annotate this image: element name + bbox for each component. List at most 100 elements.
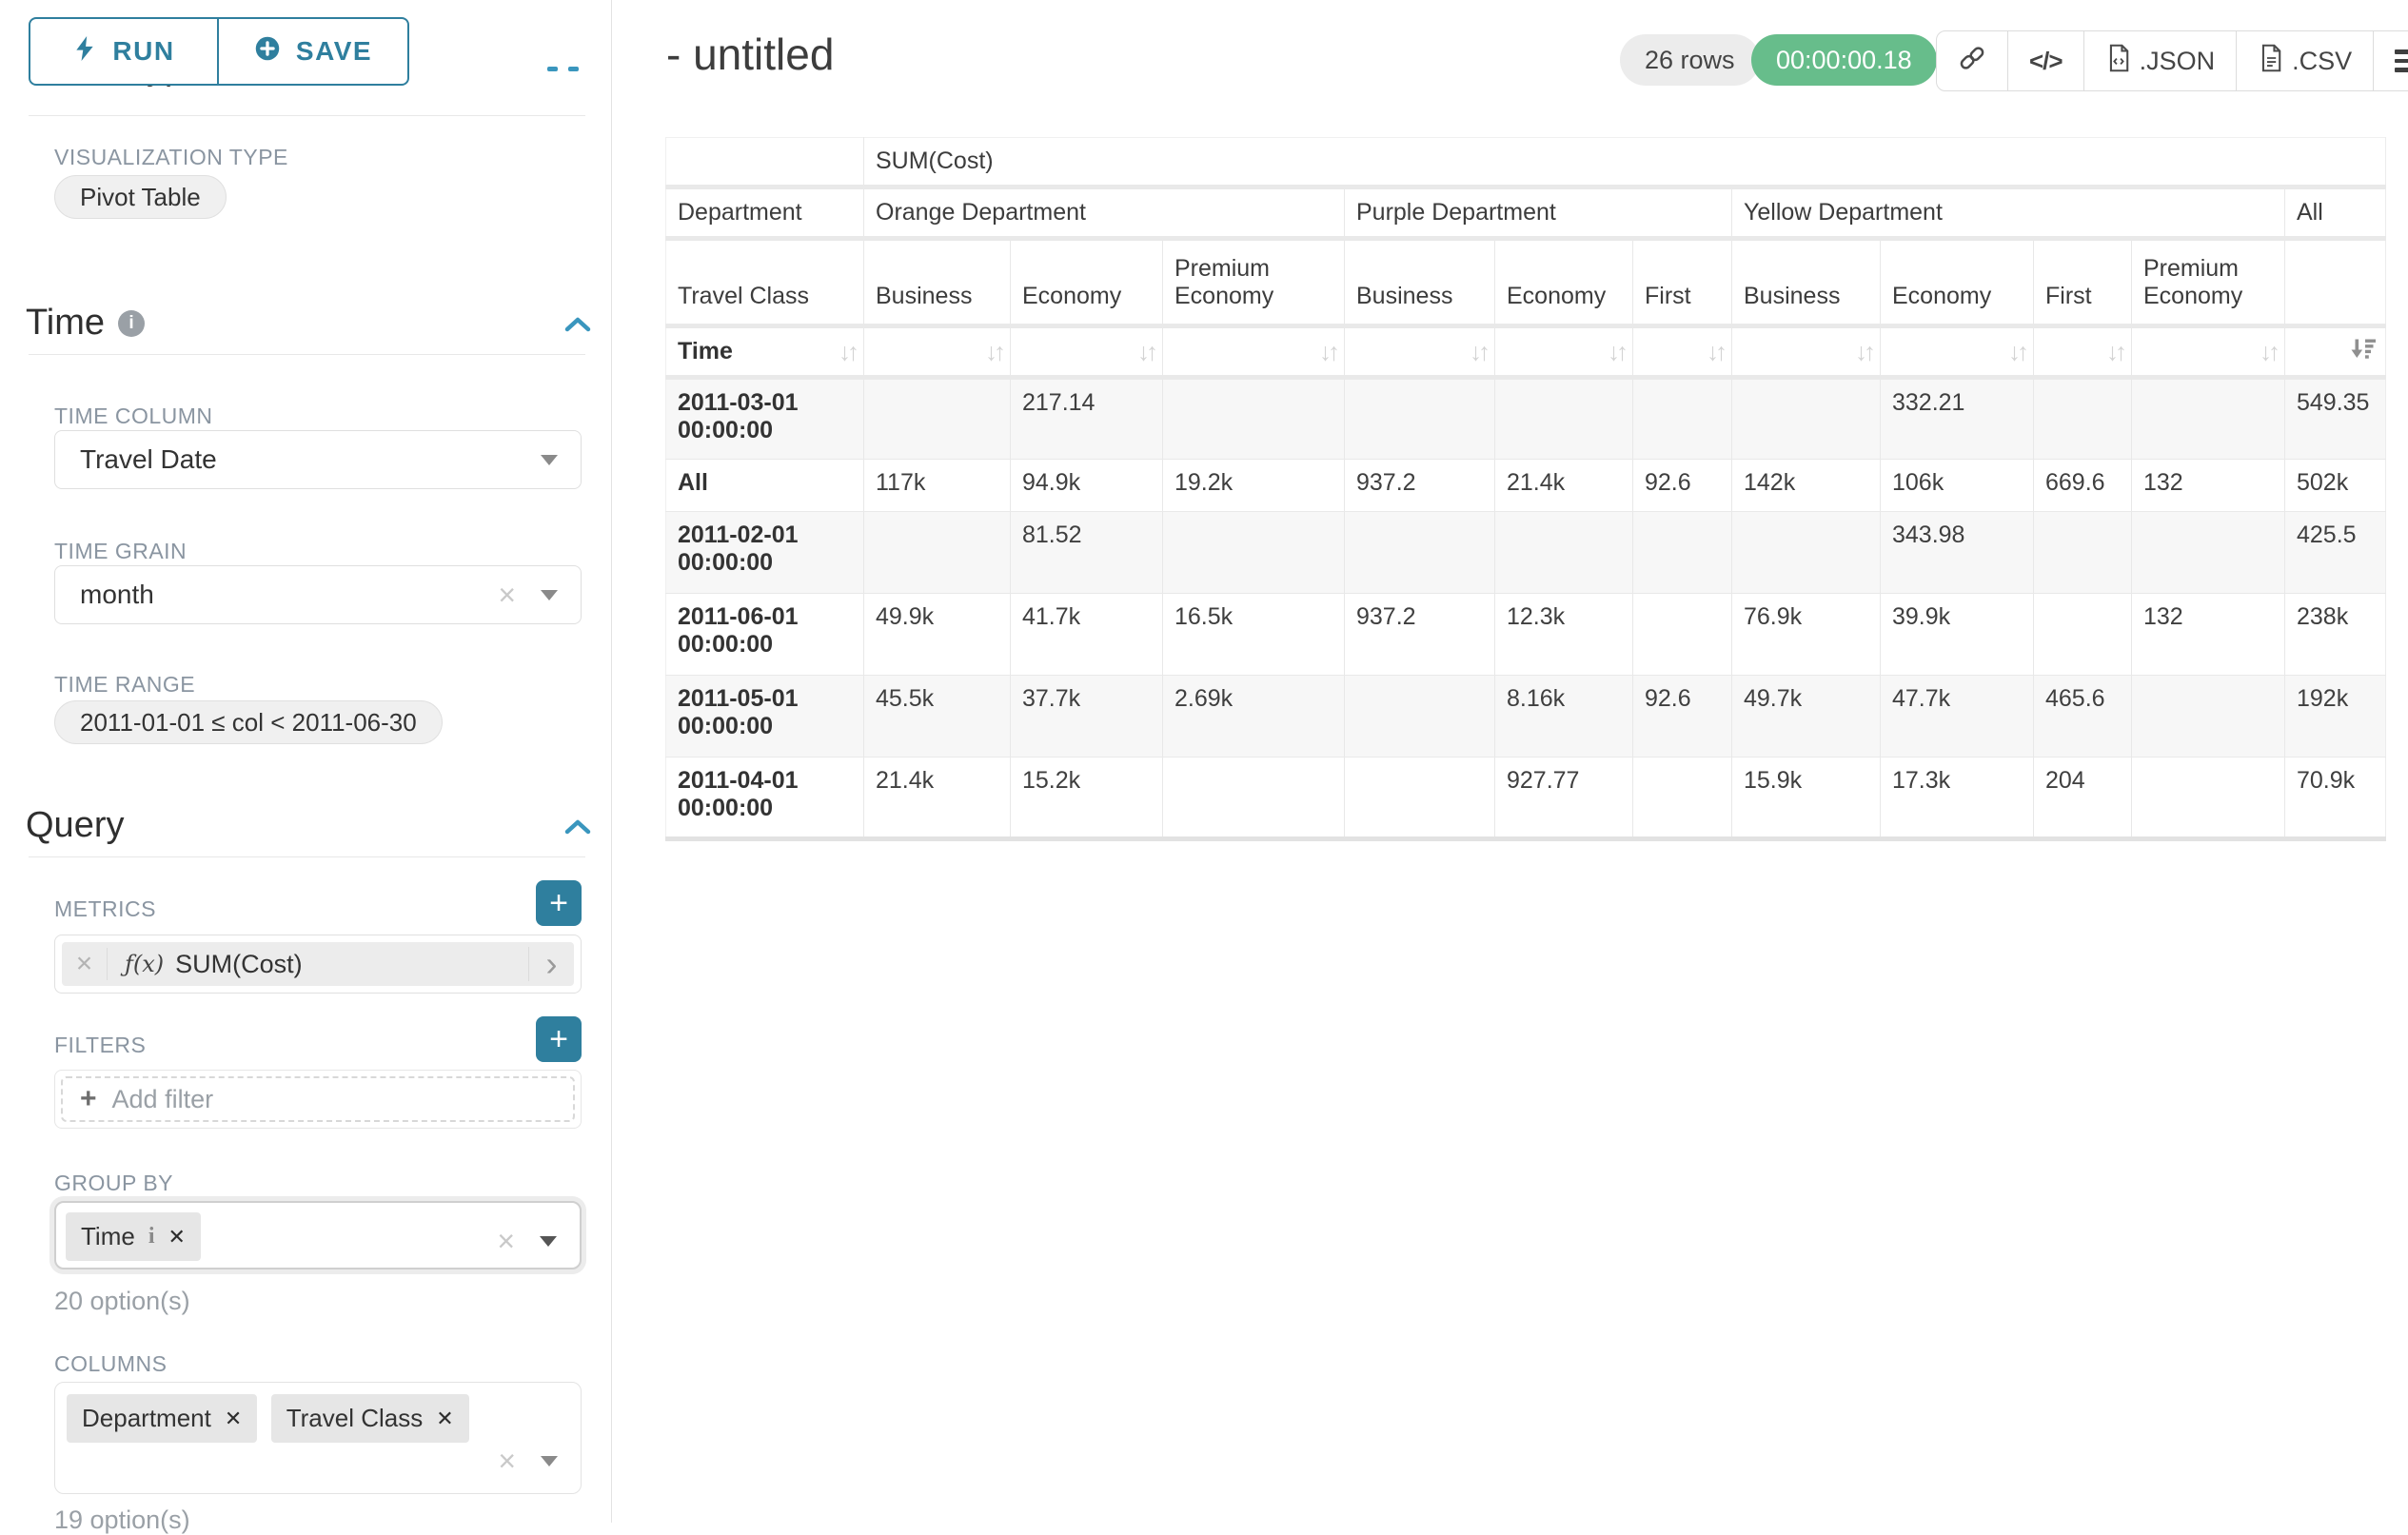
sort-icon[interactable]: ↓↑ xyxy=(2260,337,2277,366)
pivot-cell: 16.5k xyxy=(1163,594,1345,676)
caret-down-icon[interactable] xyxy=(541,1456,558,1466)
save-button[interactable]: SAVE xyxy=(217,17,409,86)
time-section-title: Time xyxy=(26,303,105,344)
control-panel: Chart Type RUN SAVE VISUALIZATION TYPE P… xyxy=(0,0,612,1523)
row-count-badge: 26 rows xyxy=(1620,34,1760,86)
sort-desc-icon[interactable] xyxy=(2349,336,2378,367)
clear-icon[interactable]: × xyxy=(498,1446,516,1476)
pivot-cell: 927.77 xyxy=(1495,758,1633,839)
table-row: 2011-04-01 00:00:00 21.4k 15.2k 927.77 1… xyxy=(666,758,2386,839)
sort-icon[interactable]: ↓↑ xyxy=(2106,337,2123,366)
pivot-cell: 132 xyxy=(2132,594,2285,676)
remove-tag-icon[interactable]: ✕ xyxy=(225,1407,242,1431)
remove-metric-icon[interactable]: × xyxy=(62,948,108,980)
time-column-label: TIME COLUMN xyxy=(54,403,213,429)
sort-header-all-active[interactable] xyxy=(2285,326,2386,378)
sort-icon[interactable]: ↓↑ xyxy=(1470,337,1487,366)
sort-header[interactable]: ↓↑ xyxy=(864,326,1011,378)
share-link-button[interactable] xyxy=(1937,31,2008,90)
clipped-icon xyxy=(547,67,558,71)
department-header-row: Department Orange Department Purple Depa… xyxy=(666,187,2386,239)
pivot-cell xyxy=(2132,512,2285,594)
add-metric-button[interactable]: + xyxy=(536,880,582,926)
pivot-cell xyxy=(1633,594,1732,676)
export-json-button[interactable]: .JSON xyxy=(2084,31,2238,90)
collapse-chevron-icon[interactable] xyxy=(563,818,592,840)
time-column-select[interactable]: Travel Date xyxy=(54,430,582,489)
groupby-label: GROUP BY xyxy=(54,1171,173,1196)
table-row: 2011-05-01 00:00:00 45.5k 37.7k 2.69k 8.… xyxy=(666,676,2386,758)
columns-tag-travel-class[interactable]: Travel Class ✕ xyxy=(271,1394,469,1443)
add-filter-plus-button[interactable]: + xyxy=(536,1016,582,1062)
sort-header[interactable]: ↓↑ xyxy=(1732,326,1881,378)
table-row: 2011-02-01 00:00:00 81.52 343.98 425.5 xyxy=(666,512,2386,594)
sort-icon[interactable]: ↓↑ xyxy=(1707,337,1724,366)
viz-type-pill[interactable]: Pivot Table xyxy=(54,175,227,219)
pivot-cell: 21.4k xyxy=(1495,460,1633,512)
time-grain-select[interactable]: month × xyxy=(54,565,582,624)
add-filter-button[interactable]: + Add filter xyxy=(61,1076,575,1122)
time-range-pill[interactable]: 2011-01-01 ≤ col < 2011-06-30 xyxy=(54,700,443,744)
pivot-cell: 192k xyxy=(2285,676,2386,758)
export-csv-button[interactable]: .CSV xyxy=(2237,31,2374,90)
remove-tag-icon[interactable]: ✕ xyxy=(436,1407,453,1431)
bolt-icon xyxy=(72,34,97,69)
pivot-cell: 41.7k xyxy=(1011,594,1163,676)
caret-down-icon[interactable] xyxy=(541,590,558,600)
pivot-cell xyxy=(1163,758,1345,839)
sort-icon[interactable]: ↓↑ xyxy=(1319,337,1336,366)
time-section-header[interactable]: Time i xyxy=(26,303,145,344)
query-section-header[interactable]: Query xyxy=(26,805,124,846)
export-csv-label: .CSV xyxy=(2292,47,2352,76)
pivot-cell: 238k xyxy=(2285,594,2386,676)
sort-icon[interactable]: ↓↑ xyxy=(1855,337,1872,366)
pivot-cell: 39.9k xyxy=(1881,594,2034,676)
pivot-cell: 47.7k xyxy=(1881,676,2034,758)
csv-file-icon xyxy=(2258,44,2284,79)
pivot-cell: 502k xyxy=(2285,460,2386,512)
columns-select[interactable]: Department ✕ Travel Class ✕ × xyxy=(54,1382,582,1494)
time-range-label: TIME RANGE xyxy=(54,672,195,698)
groupby-select[interactable]: Time i ✕ × xyxy=(54,1201,582,1269)
sort-icon[interactable]: ↓↑ xyxy=(985,337,1002,366)
sort-header[interactable]: ↓↑ xyxy=(1345,326,1495,378)
divider xyxy=(29,115,585,116)
class-col: Economy xyxy=(1011,239,1163,326)
sort-icon[interactable]: ↓↑ xyxy=(839,337,856,366)
sort-header[interactable]: ↓↑ xyxy=(2132,326,2285,378)
remove-tag-icon[interactable]: ✕ xyxy=(168,1225,185,1250)
clear-icon[interactable]: × xyxy=(497,1226,515,1256)
row-header: 2011-03-01 00:00:00 xyxy=(666,378,864,460)
sort-header[interactable]: ↓↑ xyxy=(2034,326,2132,378)
sort-icon[interactable]: ↓↑ xyxy=(1608,337,1625,366)
menu-button[interactable] xyxy=(2374,31,2408,90)
clear-icon[interactable]: × xyxy=(498,580,516,610)
sort-header[interactable]: ↓↑ xyxy=(1163,326,1345,378)
columns-tag-department[interactable]: Department ✕ xyxy=(67,1394,257,1443)
time-sort-header[interactable]: Time ↓↑ xyxy=(666,326,864,378)
metric-header: SUM(Cost) xyxy=(864,138,2386,187)
run-button[interactable]: RUN xyxy=(29,17,219,86)
pivot-cell xyxy=(1163,378,1345,460)
sort-icon[interactable]: ↓↑ xyxy=(2008,337,2025,366)
pivot-cell: 45.5k xyxy=(864,676,1011,758)
chevron-right-icon[interactable]: › xyxy=(528,947,574,981)
metric-pill[interactable]: × ƒ(x) SUM(Cost) › xyxy=(62,942,574,986)
sort-header[interactable]: ↓↑ xyxy=(1011,326,1163,378)
groupby-tag-time[interactable]: Time i ✕ xyxy=(66,1212,201,1261)
view-query-button[interactable]: </> xyxy=(2008,31,2084,90)
collapse-chevron-icon[interactable] xyxy=(563,316,592,338)
chart-title[interactable]: - untitled xyxy=(666,29,834,80)
sort-icon[interactable]: ↓↑ xyxy=(1137,337,1155,366)
pivot-cell xyxy=(1163,512,1345,594)
pivot-cell: 132 xyxy=(2132,460,2285,512)
caret-down-icon[interactable] xyxy=(540,1236,557,1247)
caret-down-icon[interactable] xyxy=(541,455,558,465)
divider xyxy=(29,856,585,857)
export-toolbar: </> .JSON .CSV xyxy=(1936,30,2408,91)
sort-header[interactable]: ↓↑ xyxy=(1881,326,2034,378)
table-row: 2011-06-01 00:00:00 49.9k 41.7k 16.5k 93… xyxy=(666,594,2386,676)
sort-header[interactable]: ↓↑ xyxy=(1495,326,1633,378)
time-column-value: Travel Date xyxy=(80,444,217,475)
sort-header[interactable]: ↓↑ xyxy=(1633,326,1732,378)
